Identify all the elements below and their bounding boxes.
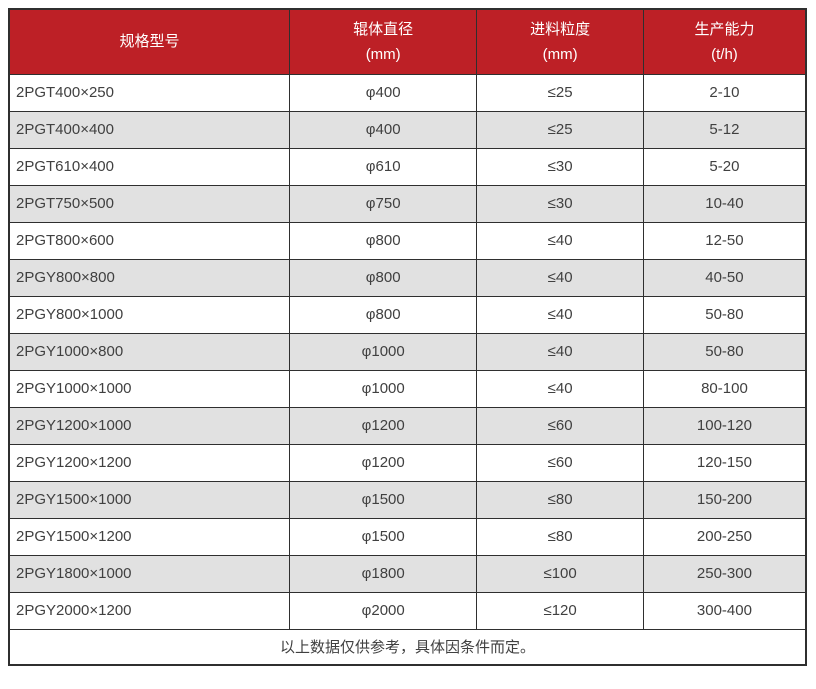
capacity-cell: 250-300 (642, 554, 807, 593)
roller-diameter-cell: φ400 (289, 110, 478, 149)
roller-diameter-cell: φ1000 (289, 369, 478, 408)
capacity-cell: 2-10 (642, 73, 807, 112)
capacity-cell: 10-40 (642, 184, 807, 223)
roller-diameter-cell: φ400 (289, 73, 478, 112)
header-capacity: 生产能力 (t/h) (642, 8, 807, 75)
header-feed-size-unit: (mm) (542, 45, 578, 63)
table-row: 2PGT400×400 φ400 ≤25 5-12 (8, 110, 807, 149)
feed-size-cell: ≤60 (476, 443, 644, 482)
table-row: 2PGY1500×1000 φ1500 ≤80 150-200 (8, 480, 807, 519)
table-row: 2PGY800×800 φ800 ≤40 40-50 (8, 258, 807, 297)
feed-size-cell: ≤40 (476, 369, 644, 408)
model-cell: 2PGY800×1000 (8, 295, 291, 334)
header-row: 规格型号 辊体直径 (mm) 进料粒度 (mm) 生产能力 (t/h) (8, 8, 807, 75)
capacity-cell: 100-120 (642, 406, 807, 445)
model-cell: 2PGT800×600 (8, 221, 291, 260)
feed-size-cell: ≤80 (476, 517, 644, 556)
roller-diameter-cell: φ1800 (289, 554, 478, 593)
spec-table: 规格型号 辊体直径 (mm) 进料粒度 (mm) 生产能力 (t/h) 2PGT… (8, 8, 807, 666)
model-cell: 2PGT750×500 (8, 184, 291, 223)
table-row: 2PGY1200×1200 φ1200 ≤60 120-150 (8, 443, 807, 482)
feed-size-cell: ≤25 (476, 110, 644, 149)
table-row: 2PGY1500×1200 φ1500 ≤80 200-250 (8, 517, 807, 556)
footer-note: 以上数据仅供参考，具体因条件而定。 (8, 628, 807, 666)
table-header: 规格型号 辊体直径 (mm) 进料粒度 (mm) 生产能力 (t/h) (8, 8, 807, 75)
capacity-cell: 5-20 (642, 147, 807, 186)
capacity-cell: 80-100 (642, 369, 807, 408)
feed-size-cell: ≤120 (476, 591, 644, 630)
table-footer: 以上数据仅供参考，具体因条件而定。 (8, 628, 807, 666)
roller-diameter-cell: φ1500 (289, 517, 478, 556)
table-row: 2PGY1000×800 φ1000 ≤40 50-80 (8, 332, 807, 371)
roller-diameter-cell: φ750 (289, 184, 478, 223)
header-capacity-unit: (t/h) (711, 45, 738, 63)
footer-row: 以上数据仅供参考，具体因条件而定。 (8, 628, 807, 666)
table-body: 2PGT400×250 φ400 ≤25 2-10 2PGT400×400 φ400 ≤25… (8, 73, 807, 630)
feed-size-cell: ≤100 (476, 554, 644, 593)
model-cell: 2PGT610×400 (8, 147, 291, 186)
capacity-cell: 120-150 (642, 443, 807, 482)
capacity-cell: 12-50 (642, 221, 807, 260)
table-row: 2PGY1200×1000 φ1200 ≤60 100-120 (8, 406, 807, 445)
table-row: 2PGT800×600 φ800 ≤40 12-50 (8, 221, 807, 260)
model-cell: 2PGY1800×1000 (8, 554, 291, 593)
header-capacity-label: 生产能力 (694, 20, 755, 38)
table-row: 2PGT750×500 φ750 ≤30 10-40 (8, 184, 807, 223)
model-cell: 2PGY2000×1200 (8, 591, 291, 630)
table-row: 2PGY1800×1000 φ1800 ≤100 250-300 (8, 554, 807, 593)
table-row: 2PGY2000×1200 φ2000 ≤120 300-400 (8, 591, 807, 630)
roller-diameter-cell: φ800 (289, 295, 478, 334)
feed-size-cell: ≤60 (476, 406, 644, 445)
table-row: 2PGY800×1000 φ800 ≤40 50-80 (8, 295, 807, 334)
header-roller-diameter: 辊体直径 (mm) (289, 8, 478, 75)
capacity-cell: 40-50 (642, 258, 807, 297)
capacity-cell: 50-80 (642, 295, 807, 334)
feed-size-cell: ≤40 (476, 258, 644, 297)
header-feed-size-label: 进料粒度 (530, 20, 591, 38)
roller-diameter-cell: φ1000 (289, 332, 478, 371)
roller-diameter-cell: φ2000 (289, 591, 478, 630)
feed-size-cell: ≤30 (476, 184, 644, 223)
roller-diameter-cell: φ1200 (289, 406, 478, 445)
feed-size-cell: ≤25 (476, 73, 644, 112)
model-cell: 2PGT400×250 (8, 73, 291, 112)
capacity-cell: 5-12 (642, 110, 807, 149)
header-model: 规格型号 (8, 8, 291, 75)
roller-diameter-cell: φ800 (289, 221, 478, 260)
capacity-cell: 150-200 (642, 480, 807, 519)
capacity-cell: 200-250 (642, 517, 807, 556)
header-roller-diameter-unit: (mm) (365, 45, 401, 63)
feed-size-cell: ≤40 (476, 295, 644, 334)
table-row: 2PGT400×250 φ400 ≤25 2-10 (8, 73, 807, 112)
header-roller-diameter-label: 辊体直径 (353, 20, 414, 38)
feed-size-cell: ≤80 (476, 480, 644, 519)
roller-diameter-cell: φ800 (289, 258, 478, 297)
header-model-label: 规格型号 (119, 33, 180, 51)
model-cell: 2PGY1500×1200 (8, 517, 291, 556)
model-cell: 2PGY1200×1200 (8, 443, 291, 482)
capacity-cell: 300-400 (642, 591, 807, 630)
model-cell: 2PGT400×400 (8, 110, 291, 149)
capacity-cell: 50-80 (642, 332, 807, 371)
roller-diameter-cell: φ610 (289, 147, 478, 186)
roller-diameter-cell: φ1200 (289, 443, 478, 482)
header-feed-size: 进料粒度 (mm) (476, 8, 644, 75)
model-cell: 2PGY800×800 (8, 258, 291, 297)
model-cell: 2PGY1200×1000 (8, 406, 291, 445)
model-cell: 2PGY1000×1000 (8, 369, 291, 408)
table-row: 2PGT610×400 φ610 ≤30 5-20 (8, 147, 807, 186)
feed-size-cell: ≤40 (476, 332, 644, 371)
feed-size-cell: ≤30 (476, 147, 644, 186)
feed-size-cell: ≤40 (476, 221, 644, 260)
model-cell: 2PGY1500×1000 (8, 480, 291, 519)
model-cell: 2PGY1000×800 (8, 332, 291, 371)
roller-diameter-cell: φ1500 (289, 480, 478, 519)
table-row: 2PGY1000×1000 φ1000 ≤40 80-100 (8, 369, 807, 408)
